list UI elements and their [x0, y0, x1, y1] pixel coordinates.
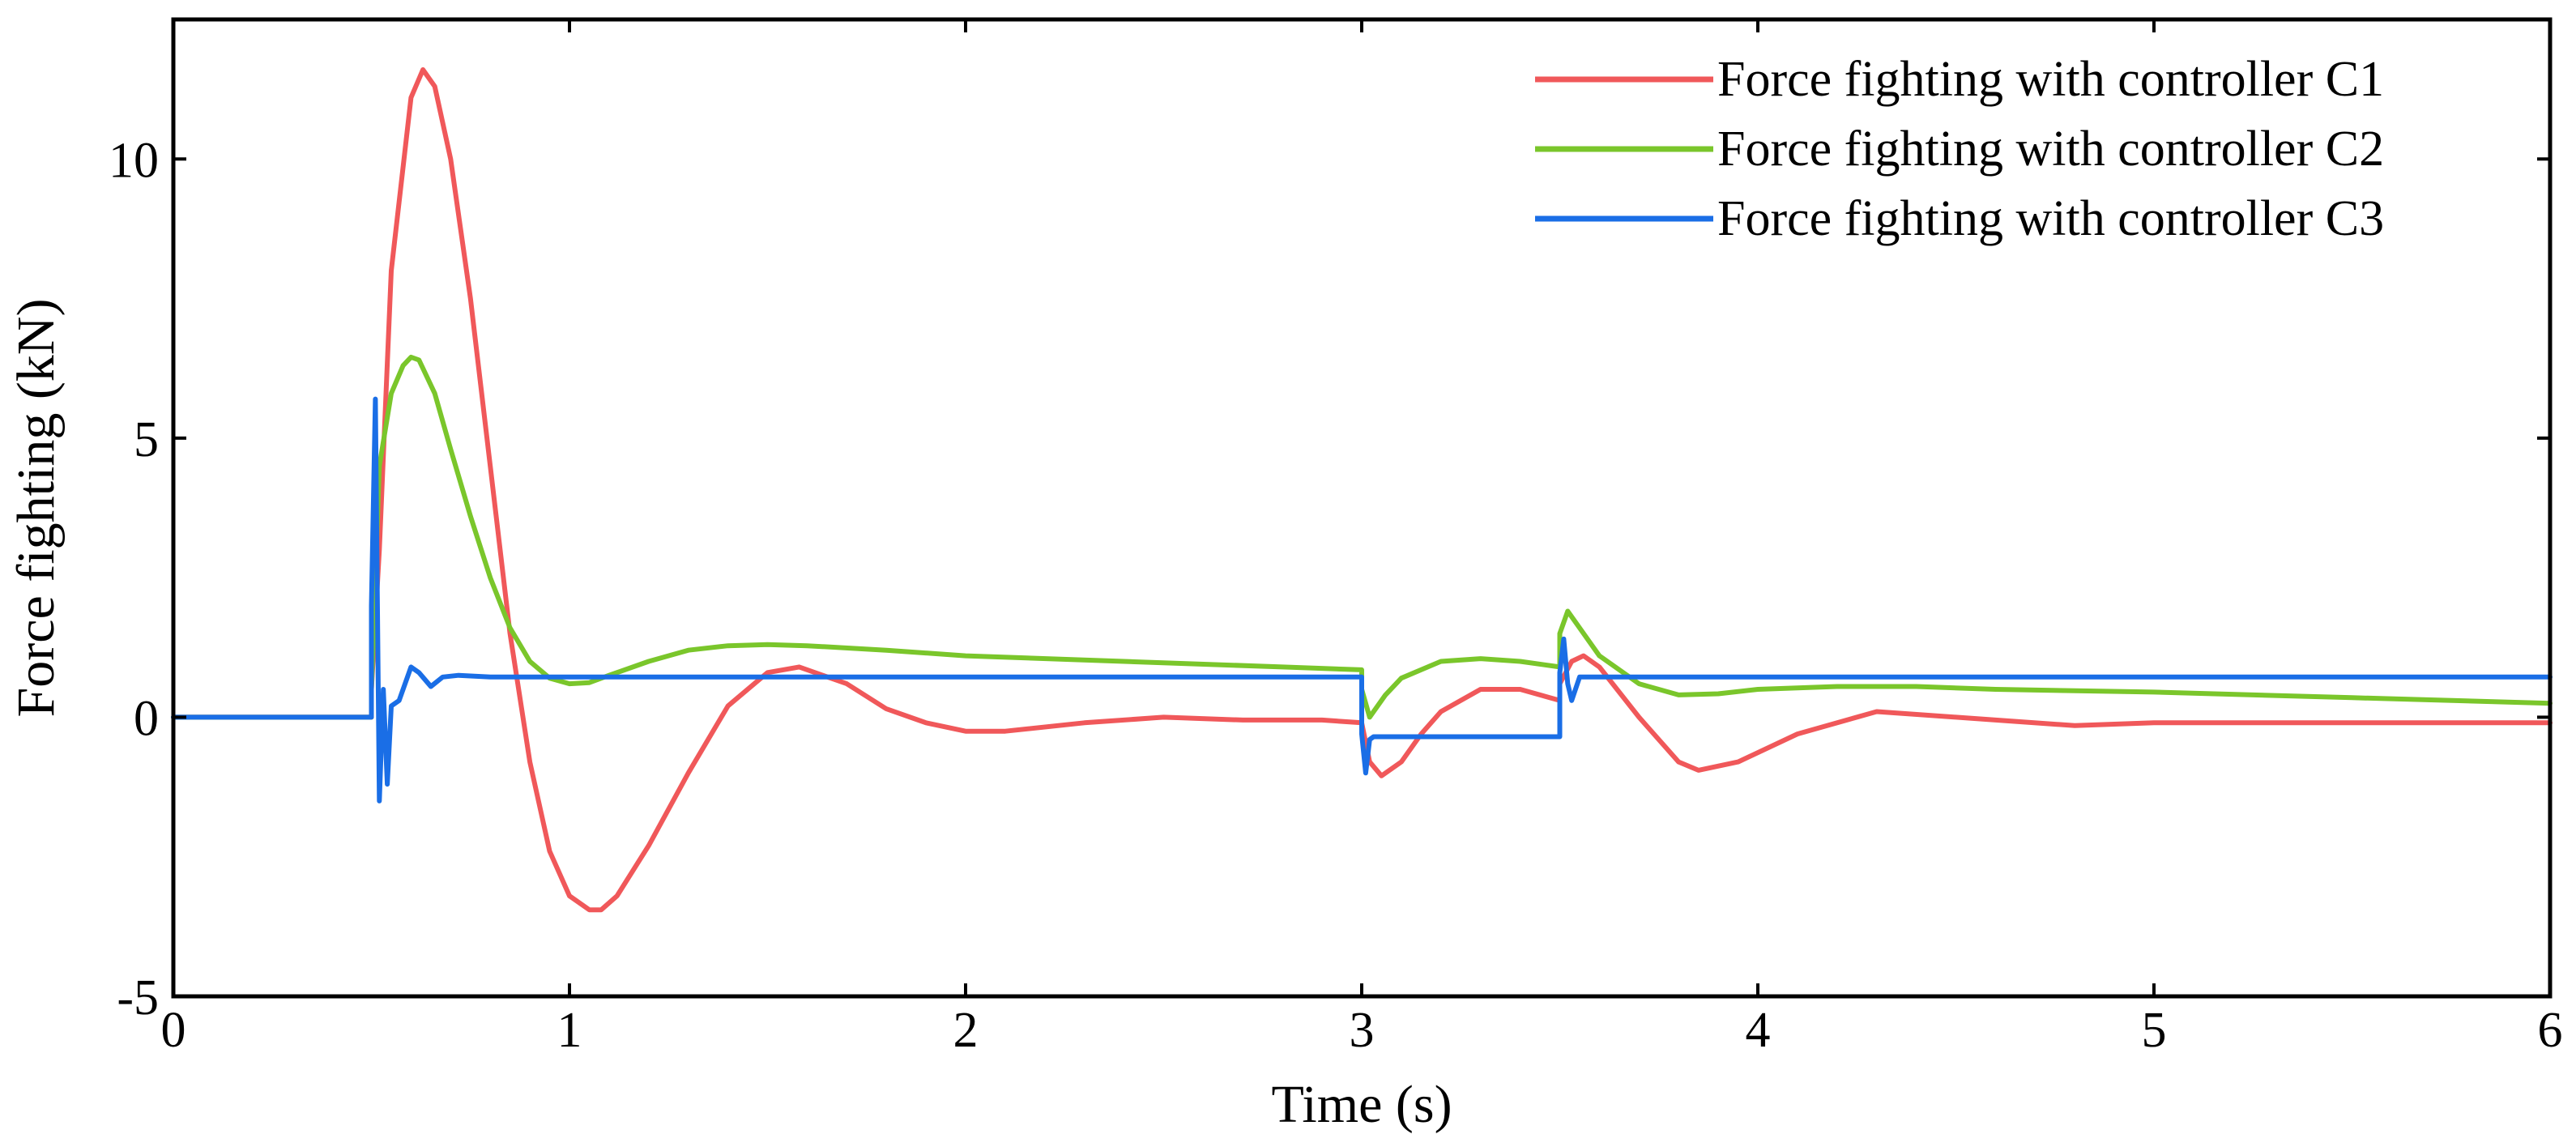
legend: Force fighting with controller C1 Force f…	[1535, 52, 2384, 246]
legend-label-c3: Force fighting with controller C3	[1717, 191, 2384, 246]
y-tick-label: 0	[134, 691, 159, 746]
y-tick-label: -5	[117, 970, 159, 1025]
series-layer	[171, 67, 2553, 913]
x-tick-label: 5	[2142, 1003, 2167, 1058]
x-tick-label: 4	[1746, 1003, 1771, 1058]
x-axis-title: Time (s)	[1271, 1075, 1452, 1134]
x-tick-label: 3	[1350, 1003, 1375, 1058]
x-tick-label: 6	[2538, 1003, 2563, 1058]
y-tick-label: 5	[134, 412, 159, 467]
plot-background	[173, 19, 2550, 996]
series-line-c2	[171, 354, 2553, 720]
x-tick-label: 0	[161, 1003, 186, 1058]
y-tick-label: 10	[109, 133, 159, 188]
legend-label-c2: Force fighting with controller C2	[1717, 122, 2384, 177]
x-tick-label: 1	[557, 1003, 582, 1058]
legend-label-c1: Force fighting with controller C1	[1717, 52, 2384, 107]
series-line-c3	[171, 396, 2553, 804]
y-axis-title: Force fighting (kN)	[6, 299, 66, 718]
x-tick-label: 2	[953, 1003, 979, 1058]
series-line-c1	[171, 67, 2553, 913]
